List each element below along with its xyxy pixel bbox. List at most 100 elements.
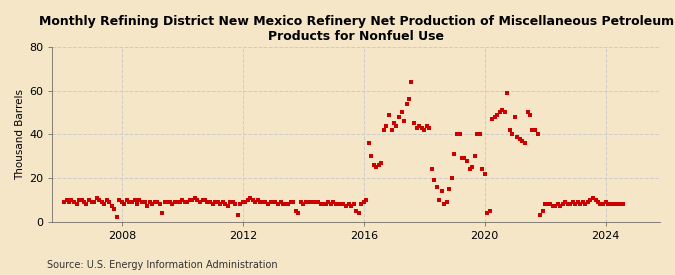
- Point: [537, 209, 548, 213]
- Point: [464, 167, 475, 172]
- Point: [280, 202, 291, 207]
- Point: [159, 200, 170, 204]
- Point: [283, 202, 294, 207]
- Point: [401, 101, 412, 106]
- Point: [562, 202, 573, 207]
- Point: [610, 202, 621, 207]
- Point: [373, 163, 384, 167]
- Point: [593, 200, 603, 204]
- Point: [348, 202, 359, 207]
- Point: [215, 202, 225, 207]
- Point: [220, 202, 231, 207]
- Point: [456, 156, 467, 161]
- Point: [510, 115, 520, 119]
- Point: [255, 200, 266, 204]
- Point: [449, 152, 460, 156]
- Point: [605, 202, 616, 207]
- Point: [369, 163, 379, 167]
- Point: [542, 202, 553, 207]
- Point: [477, 167, 487, 172]
- Point: [598, 202, 609, 207]
- Point: [338, 202, 349, 207]
- Point: [411, 126, 422, 130]
- Point: [436, 189, 447, 193]
- Point: [305, 200, 316, 204]
- Point: [270, 200, 281, 204]
- Point: [482, 211, 493, 215]
- Point: [134, 198, 145, 202]
- Point: [101, 198, 112, 202]
- Point: [532, 132, 543, 136]
- Point: [242, 198, 253, 202]
- Point: [290, 209, 301, 213]
- Point: [333, 202, 344, 207]
- Point: [489, 115, 500, 119]
- Point: [122, 198, 132, 202]
- Point: [63, 200, 74, 204]
- Point: [209, 200, 220, 204]
- Point: [414, 123, 425, 128]
- Point: [66, 198, 77, 202]
- Point: [371, 165, 382, 169]
- Point: [331, 202, 342, 207]
- Point: [530, 128, 541, 132]
- Point: [157, 211, 167, 215]
- Point: [431, 185, 442, 189]
- Point: [366, 154, 377, 158]
- Point: [265, 200, 276, 204]
- Point: [144, 200, 155, 204]
- Point: [313, 200, 324, 204]
- Point: [363, 141, 374, 145]
- Point: [187, 198, 198, 202]
- Point: [315, 202, 326, 207]
- Point: [485, 209, 495, 213]
- Point: [97, 200, 107, 204]
- Point: [222, 204, 233, 209]
- Point: [114, 198, 125, 202]
- Point: [547, 204, 558, 209]
- Point: [177, 198, 188, 202]
- Point: [213, 200, 223, 204]
- Point: [351, 209, 362, 213]
- Point: [238, 200, 248, 204]
- Point: [575, 202, 586, 207]
- Point: [497, 108, 508, 112]
- Point: [379, 128, 389, 132]
- Point: [441, 200, 452, 204]
- Point: [61, 198, 72, 202]
- Point: [91, 196, 102, 200]
- Point: [447, 176, 458, 180]
- Point: [149, 200, 160, 204]
- Point: [245, 196, 256, 200]
- Point: [321, 202, 331, 207]
- Point: [376, 161, 387, 165]
- Point: [383, 112, 394, 117]
- Point: [300, 200, 311, 204]
- Point: [217, 200, 228, 204]
- Point: [124, 200, 135, 204]
- Point: [235, 202, 246, 207]
- Point: [129, 198, 140, 202]
- Point: [164, 200, 175, 204]
- Point: [394, 115, 404, 119]
- Point: [247, 198, 258, 202]
- Point: [504, 128, 515, 132]
- Point: [328, 200, 339, 204]
- Point: [240, 200, 250, 204]
- Title: Monthly Refining District New Mexico Refinery Net Production of Miscellaneous Pe: Monthly Refining District New Mexico Ref…: [38, 15, 674, 43]
- Point: [356, 202, 367, 207]
- Point: [335, 202, 346, 207]
- Point: [258, 200, 269, 204]
- Point: [86, 200, 97, 204]
- Point: [296, 200, 306, 204]
- Point: [600, 200, 611, 204]
- Point: [570, 202, 580, 207]
- Point: [500, 110, 510, 115]
- Point: [524, 112, 535, 117]
- Point: [545, 202, 556, 207]
- Point: [267, 200, 278, 204]
- Point: [197, 198, 208, 202]
- Point: [343, 202, 354, 207]
- Point: [512, 134, 522, 139]
- Point: [549, 204, 560, 209]
